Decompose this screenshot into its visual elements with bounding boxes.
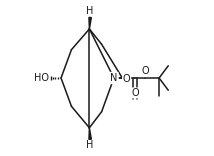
Polygon shape [89,17,91,29]
Text: O: O [132,88,139,98]
Text: HO: HO [34,73,49,83]
Text: N: N [110,73,117,83]
Text: H: H [86,6,94,16]
Text: H: H [86,140,94,150]
Polygon shape [89,128,91,139]
Text: O: O [141,66,149,76]
Text: O: O [123,74,130,84]
